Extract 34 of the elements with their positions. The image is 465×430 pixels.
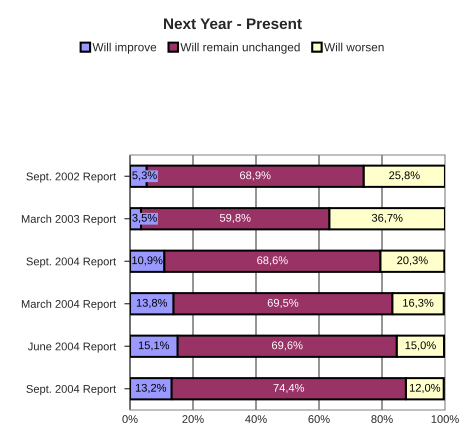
data-label: 36,7% bbox=[372, 214, 403, 224]
data-label: 10,9% bbox=[132, 256, 163, 266]
x-tick-label: 20% bbox=[182, 415, 204, 424]
y-tick-label: Sept. 2004 Report bbox=[26, 385, 116, 396]
legend-label: Will worsen bbox=[324, 42, 384, 52]
data-label: 68,9% bbox=[240, 171, 271, 181]
y-tick-label: Sept. 2004 Report bbox=[26, 258, 116, 268]
data-label: 13,2% bbox=[136, 384, 166, 394]
y-tick-label: March 2004 Report bbox=[22, 300, 116, 310]
data-label: 15,1% bbox=[138, 341, 170, 351]
data-label: 12,0% bbox=[410, 384, 440, 394]
data-label: 74,4% bbox=[274, 384, 304, 394]
y-tick-label: March 2003 Report bbox=[22, 214, 116, 226]
x-tick-label: 100% bbox=[432, 415, 459, 424]
y-tick-label: Sept. 2002 Report bbox=[26, 172, 116, 183]
x-tick-label: 80% bbox=[371, 415, 393, 424]
x-tick-label: 40% bbox=[245, 415, 267, 424]
data-label: 3,5% bbox=[132, 214, 157, 224]
data-label: 5,3% bbox=[132, 171, 157, 181]
x-tick-label: 60% bbox=[308, 415, 330, 424]
data-label: 59,8% bbox=[220, 214, 251, 224]
legend-label: Will remain unchanged bbox=[180, 42, 300, 54]
data-label: 15,0% bbox=[406, 341, 436, 351]
data-label: 13,8% bbox=[136, 298, 168, 308]
chart-title: Next Year - Present bbox=[164, 18, 302, 30]
y-tick-label: June 2004 Report bbox=[28, 342, 116, 353]
data-label: 69,6% bbox=[272, 341, 303, 351]
data-label: 69,5% bbox=[268, 298, 298, 308]
x-tick-label: 0% bbox=[122, 415, 138, 424]
data-label: 20,3% bbox=[397, 256, 428, 266]
legend-label: Will improve bbox=[92, 42, 156, 54]
data-label: 16,3% bbox=[403, 298, 434, 308]
data-label: 25,8% bbox=[389, 171, 420, 181]
data-label: 68,6% bbox=[257, 256, 288, 266]
